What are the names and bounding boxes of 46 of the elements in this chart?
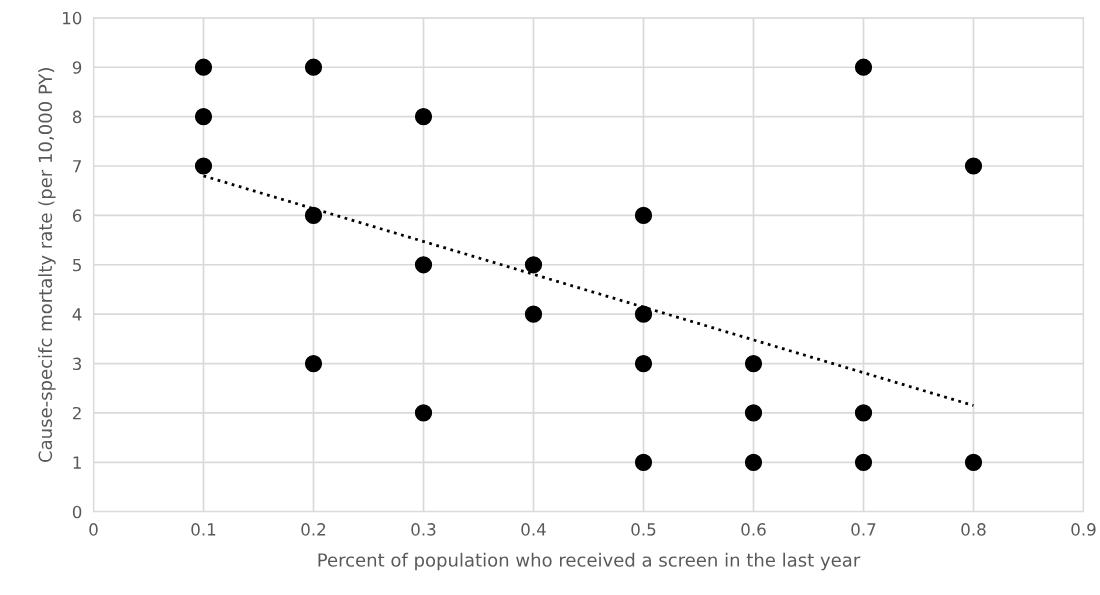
point xyxy=(304,58,323,76)
x-tick-label: 0.9 xyxy=(1071,523,1096,536)
x-tick-label: 0.2 xyxy=(301,523,326,536)
x-tick-label: 0.3 xyxy=(411,523,436,536)
point xyxy=(634,206,653,225)
point xyxy=(964,157,983,175)
point xyxy=(744,453,763,471)
y-tick-label: 7 xyxy=(73,160,81,173)
point xyxy=(304,354,323,373)
x-tick-label: 0.7 xyxy=(851,523,876,536)
point xyxy=(414,404,433,422)
x-tick-label: 0 xyxy=(89,523,98,536)
point xyxy=(194,58,213,76)
x-tick-label: 0.1 xyxy=(191,523,216,536)
y-tick-label: 6 xyxy=(72,209,82,222)
point xyxy=(634,453,653,471)
point xyxy=(634,305,653,323)
x-axis-title: Percent of population who received a screen in the last year xyxy=(318,552,861,571)
x-tick-label: 0.4 xyxy=(521,523,546,536)
x-tick-label: 0.8 xyxy=(961,523,986,536)
point xyxy=(854,404,873,422)
y-tick-label: 10 xyxy=(63,11,82,25)
y-tick-label: 2 xyxy=(73,406,81,420)
point xyxy=(964,453,983,471)
y-axis-title: Cause-specifc mortalty rate (per 10,000 PY) xyxy=(38,68,56,462)
point xyxy=(744,404,763,422)
point xyxy=(304,206,323,225)
point xyxy=(194,108,213,126)
y-tick-label: 5 xyxy=(73,258,81,272)
point xyxy=(194,157,213,175)
point xyxy=(524,305,543,323)
point xyxy=(854,58,873,76)
point xyxy=(744,354,763,373)
y-tick-label: 4 xyxy=(72,308,82,321)
x-tick-label: 0.6 xyxy=(741,523,766,536)
point xyxy=(414,108,433,126)
y-tick-label: 3 xyxy=(73,357,82,371)
x-tick-label: 0.5 xyxy=(631,523,656,536)
point xyxy=(634,354,653,373)
point xyxy=(414,256,433,274)
y-tick-label: 0 xyxy=(72,505,82,519)
y-tick-label: 8 xyxy=(72,110,82,124)
y-tick-label: 9 xyxy=(72,61,82,74)
point xyxy=(524,256,543,274)
y-tick-label: 1 xyxy=(73,456,81,469)
point xyxy=(854,453,873,471)
